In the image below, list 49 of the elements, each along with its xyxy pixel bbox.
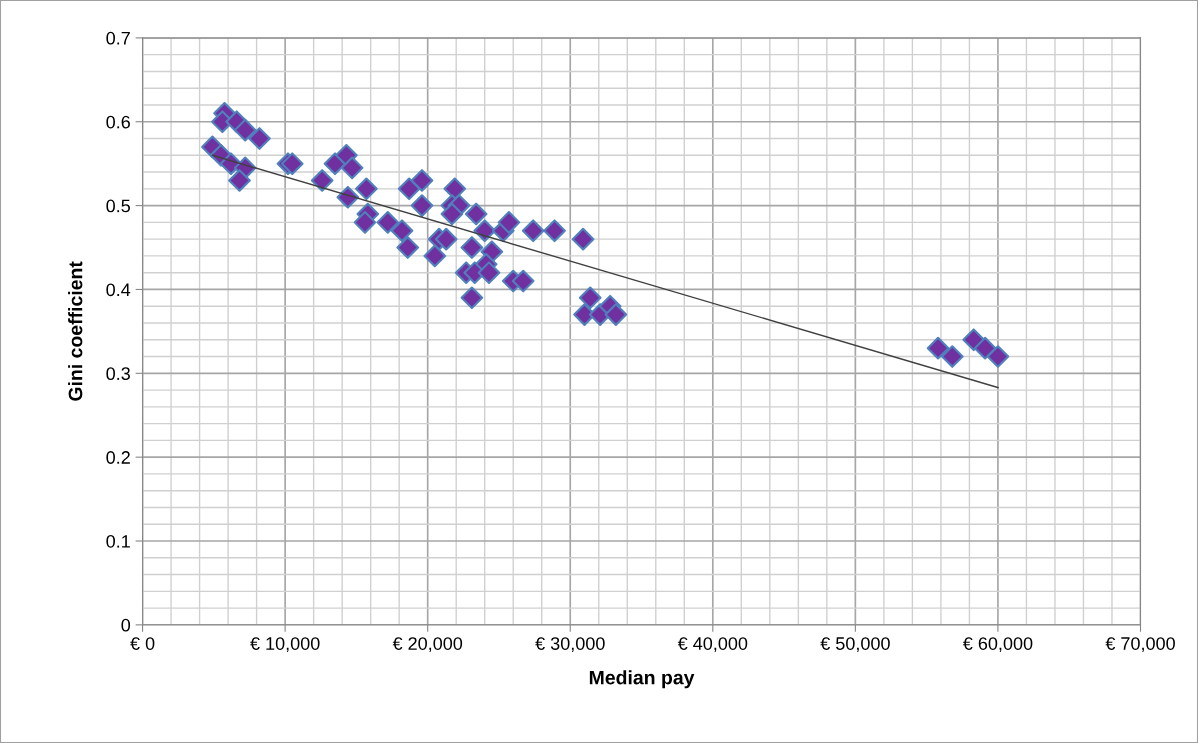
point — [604, 303, 628, 326]
point — [543, 219, 566, 243]
point — [396, 236, 420, 259]
point — [986, 345, 1010, 368]
point — [571, 227, 595, 251]
x-tick-label: € 30,000 — [535, 637, 605, 653]
point — [233, 118, 257, 142]
point — [440, 202, 464, 226]
point — [511, 269, 535, 293]
y-tick-label: 0.6 — [106, 115, 130, 129]
x-tick-label: € 0 — [130, 637, 155, 650]
y-tick-label: 0.5 — [106, 199, 130, 213]
point — [464, 202, 488, 226]
point — [940, 345, 964, 368]
point — [310, 169, 334, 192]
y-tick-label: 0 — [121, 618, 131, 632]
point — [228, 169, 251, 192]
x-tick-label: € 50,000 — [820, 637, 890, 653]
point — [973, 336, 997, 360]
x-tick-label: € 70,000 — [1105, 637, 1175, 653]
point — [353, 211, 377, 234]
x-tick-label: € 10,000 — [250, 637, 320, 653]
x-axis-title: Median pay — [589, 670, 695, 689]
point — [497, 211, 521, 234]
point — [376, 211, 400, 234]
point — [423, 244, 447, 268]
point — [578, 286, 602, 310]
point — [434, 227, 458, 251]
y-tick-label: 0.2 — [106, 451, 130, 464]
y-tick-label: 0.7 — [106, 31, 130, 45]
point — [390, 219, 414, 243]
y-tick-label: 0.3 — [106, 367, 130, 381]
point — [521, 219, 545, 243]
point — [460, 286, 484, 310]
y-tick-label: 0.1 — [106, 534, 130, 548]
point — [410, 194, 434, 217]
point — [397, 177, 421, 201]
point — [248, 127, 271, 150]
point — [460, 236, 484, 259]
y-axis-title: Gini coefficient — [68, 261, 83, 401]
point — [477, 261, 501, 285]
y-tick-label: 0.4 — [106, 283, 131, 297]
x-tick-label: € 40,000 — [677, 637, 748, 653]
x-tick-label: € 60,000 — [962, 637, 1033, 653]
point — [340, 156, 364, 180]
point — [410, 169, 434, 192]
point — [926, 336, 950, 360]
point — [355, 177, 378, 201]
x-tick-label: € 20,000 — [392, 637, 463, 653]
